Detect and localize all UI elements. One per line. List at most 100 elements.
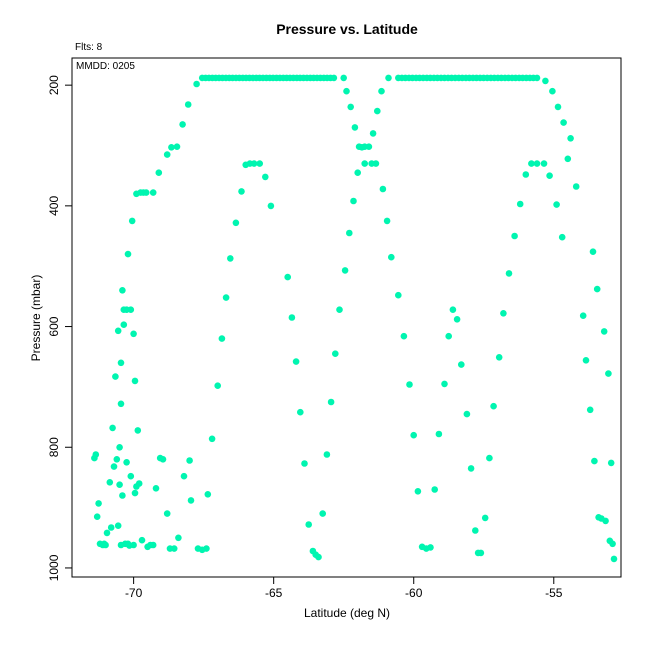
data-point [365,143,373,150]
data-point [288,314,296,321]
data-point [486,454,493,462]
data-point [135,480,143,487]
data-point [330,74,338,82]
data-point [533,74,541,82]
data-point [120,321,128,329]
data-point [301,460,308,467]
data-point [131,489,139,497]
data-point [119,492,126,499]
data-point [179,121,186,128]
y-tick-label: 200 [47,75,61,95]
data-point [203,545,210,552]
data-point [542,77,549,85]
data-point [567,135,574,142]
data-point [163,510,171,517]
plot-frame [71,57,622,578]
data-point [572,183,580,190]
data-point [410,431,418,439]
data-point [431,486,439,493]
data-point [361,160,369,167]
data-point [414,488,422,495]
data-point [284,273,292,281]
y-axis-label: Pressure (mbar) [29,275,43,362]
data-point [116,481,123,489]
data-point [305,521,313,528]
y-tick-label: 600 [47,316,61,336]
data-point [93,513,101,520]
data-point [127,472,135,480]
data-point [175,534,182,542]
data-point [533,160,541,167]
data-point [516,200,524,208]
data-point [481,514,489,522]
data-point [95,500,102,507]
data-point [453,316,461,323]
data-point [152,485,160,492]
data-point [395,291,402,299]
data-point [238,188,245,195]
data-point [250,160,258,167]
data-point [130,330,137,338]
data-point [128,217,136,225]
data-point [350,197,357,205]
data-point [204,491,212,498]
data-point [173,143,181,150]
data-point [315,553,322,561]
data-point [406,381,413,388]
data-point [351,124,359,131]
data-point [589,248,597,255]
data-point [92,451,100,458]
data-point [477,549,485,557]
data-point [116,444,123,451]
y-axis: 200 400 600 800 1000 [47,75,72,581]
date-annotation: MMDD: 0205 [76,61,135,72]
data-point [262,173,269,181]
data-point [560,119,567,126]
data-point [119,287,126,294]
data-point [546,172,553,179]
data-point [558,233,566,241]
data-point [332,350,339,358]
data-point [138,536,146,544]
data-point [374,107,381,115]
data-point [369,130,377,137]
data-point [106,479,114,486]
data-point [159,456,167,463]
data-point [186,457,193,464]
data-point [131,377,139,385]
data-point [187,497,195,504]
data-point [341,267,349,274]
data-point [586,406,594,414]
data-point [355,143,363,150]
data-point [267,202,275,210]
data-point [522,171,530,178]
data-point [582,357,590,364]
data-point [472,527,479,534]
data-point [340,74,348,82]
data-point [149,541,157,549]
data-point [114,522,122,529]
data-point [227,255,234,262]
data-point [127,306,135,314]
data-point [549,87,556,95]
data-point [297,408,304,416]
data-point [554,103,562,111]
data-point [124,250,132,258]
data-point [102,541,109,549]
data-point [593,285,601,293]
data-point [142,189,150,196]
data-point [109,424,116,432]
data-point [500,310,507,317]
data-point [130,541,137,549]
data-point [112,373,119,380]
data-point [435,430,443,438]
y-tick-label: 400 [47,196,61,216]
data-point [107,524,115,531]
data-point [134,427,142,434]
data-point [511,232,518,240]
data-point [591,457,598,465]
data-point [388,253,395,261]
data-point [354,169,362,176]
data-point [208,435,216,443]
